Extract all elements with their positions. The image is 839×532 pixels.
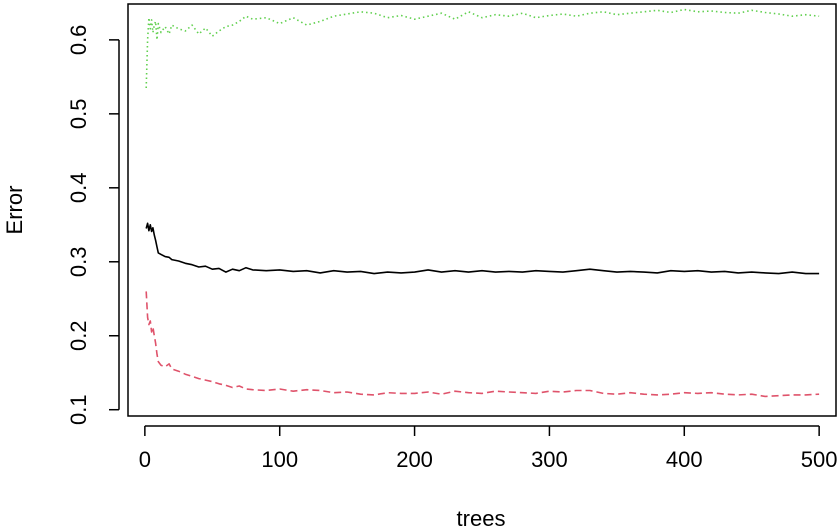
x-tick-label: 0 [139,447,151,472]
y-tick-label: 0.5 [66,99,91,130]
x-tick-label: 100 [261,447,298,472]
x-tick-label: 400 [666,447,703,472]
x-tick-label: 200 [396,447,433,472]
oob-error-line [145,222,820,275]
x-tick-label: 300 [531,447,568,472]
y-tick-label: 0.2 [66,320,91,351]
y-tick-label: 0.1 [66,394,91,425]
y-tick-label: 0.3 [66,246,91,277]
x-axis-label: trees [457,506,506,531]
x-tick-label: 500 [801,447,838,472]
x-axis: 0 100 200 300 400 500 [139,425,838,472]
series-layer [145,8,820,398]
class-1-error-line [145,291,820,398]
class-2-error-line [145,8,820,89]
y-axis: 0.1 0.2 0.3 0.4 0.5 0.6 [66,25,120,425]
plot-frame [127,3,837,417]
y-axis-label: Error [2,186,27,235]
y-tick-label: 0.4 [66,173,91,204]
y-tick-label: 0.6 [66,25,91,56]
